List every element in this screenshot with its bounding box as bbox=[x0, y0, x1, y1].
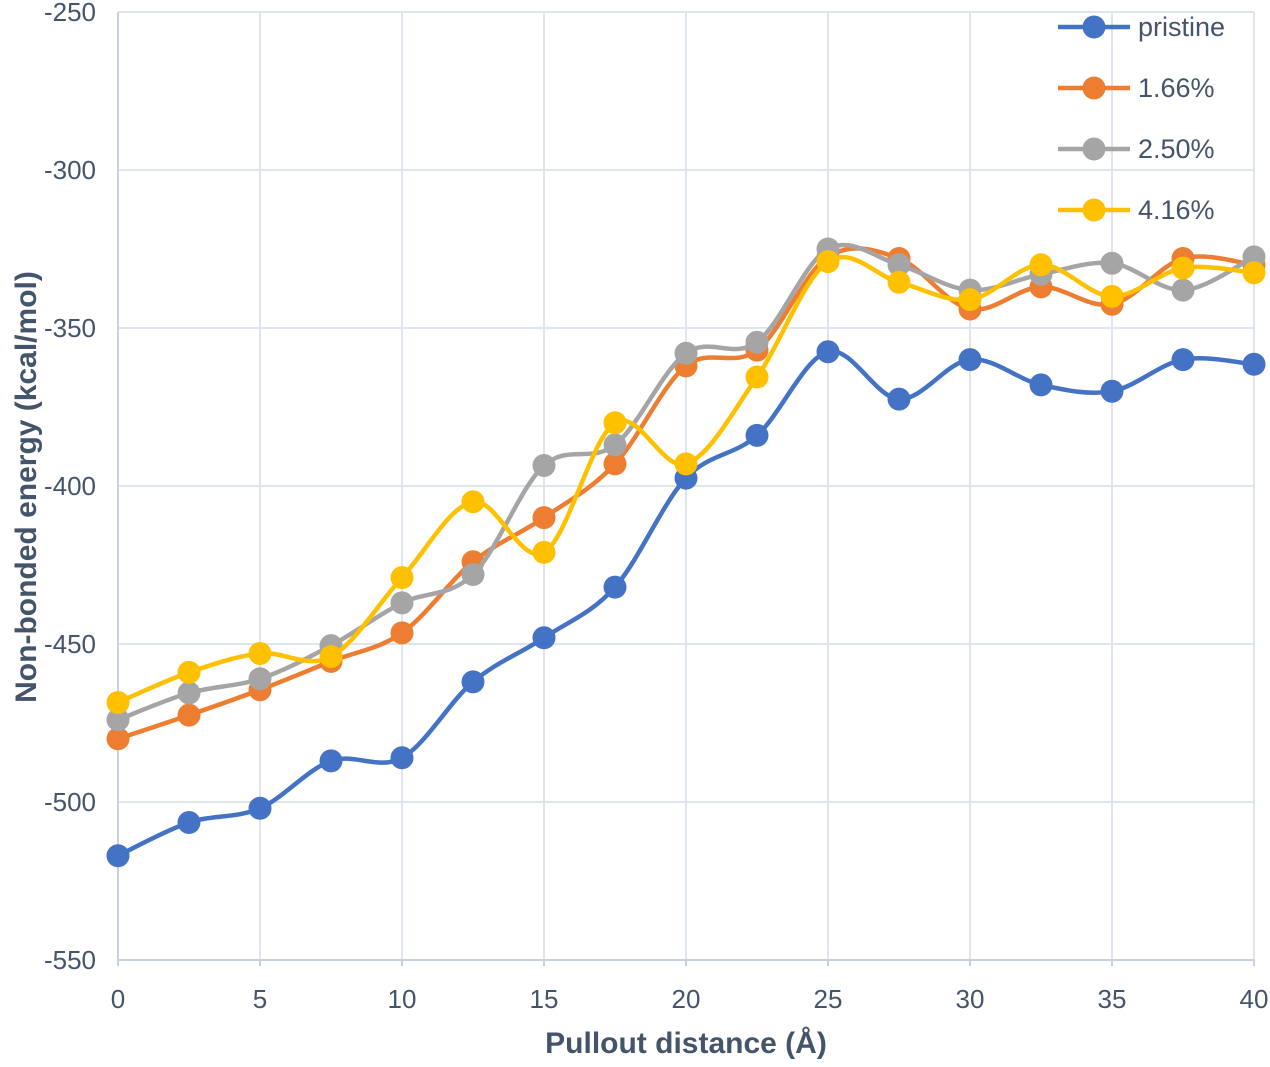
data-point-marker bbox=[177, 660, 201, 684]
data-point-marker bbox=[106, 844, 130, 868]
data-point-marker bbox=[106, 727, 130, 751]
legend: pristine 1.66% 2.50% 4.16% bbox=[1058, 12, 1225, 225]
data-point-marker bbox=[958, 348, 982, 372]
x-tick-label: 35 bbox=[1098, 984, 1127, 1014]
data-point-marker bbox=[1171, 348, 1195, 372]
data-point-marker bbox=[816, 250, 840, 274]
y-tick-label: -250 bbox=[44, 0, 96, 27]
legend-item-pristine: pristine bbox=[1058, 12, 1225, 42]
data-point-marker bbox=[1242, 245, 1266, 269]
legend-marker-icon bbox=[1082, 76, 1106, 100]
y-tick-label: -550 bbox=[44, 945, 96, 975]
data-point-marker bbox=[106, 691, 130, 714]
data-point-marker bbox=[532, 626, 556, 650]
data-point-marker bbox=[390, 591, 414, 615]
data-point-marker bbox=[1171, 256, 1195, 280]
x-tick-label: 15 bbox=[530, 984, 559, 1014]
data-point-marker bbox=[1242, 261, 1266, 285]
tick-labels: -250 -300 -350 -400 -450 -500 -550 0 5 10 15 20 25 30… bbox=[44, 0, 1269, 1014]
data-point-marker bbox=[958, 288, 982, 312]
legend-item-1.66%: 1.66% bbox=[1058, 73, 1215, 103]
y-tick-label: -400 bbox=[44, 471, 96, 501]
data-point-marker bbox=[248, 642, 272, 665]
data-point-marker bbox=[1100, 379, 1124, 403]
data-point-marker bbox=[816, 340, 840, 364]
data-point-marker bbox=[1029, 373, 1053, 397]
data-point-marker bbox=[532, 506, 556, 530]
data-point-marker bbox=[248, 667, 272, 691]
data-point-marker bbox=[106, 708, 130, 732]
y-tick-label: -450 bbox=[44, 629, 96, 659]
data-point-marker bbox=[248, 796, 272, 820]
data-point-marker bbox=[1171, 278, 1195, 302]
legend-marker-icon bbox=[1082, 15, 1106, 39]
legend-label: 4.16% bbox=[1138, 195, 1215, 225]
data-point-marker bbox=[603, 452, 627, 476]
data-point-marker bbox=[532, 454, 556, 477]
legend-label: 2.50% bbox=[1138, 134, 1215, 164]
data-point-marker bbox=[1100, 284, 1124, 308]
data-point-marker bbox=[887, 387, 911, 411]
data-point-marker bbox=[603, 411, 627, 435]
x-tick-label: 40 bbox=[1240, 984, 1269, 1014]
data-point-marker bbox=[603, 433, 627, 457]
data-point-marker bbox=[177, 811, 201, 834]
data-point-marker bbox=[887, 253, 911, 277]
x-tick-label: 25 bbox=[814, 984, 843, 1014]
series-pristine bbox=[106, 340, 1266, 868]
data-point-marker bbox=[674, 341, 698, 365]
series-4.16% bbox=[106, 250, 1266, 714]
data-point-marker bbox=[745, 330, 769, 354]
data-point-marker bbox=[177, 703, 201, 727]
data-point-marker bbox=[177, 681, 201, 705]
series-group bbox=[106, 237, 1266, 868]
data-point-marker bbox=[1242, 352, 1266, 376]
data-point-marker bbox=[319, 645, 343, 669]
data-point-marker bbox=[461, 563, 485, 586]
data-point-marker bbox=[390, 621, 414, 645]
x-axis-title: Pullout distance (Å) bbox=[545, 1027, 827, 1060]
y-tick-label: -500 bbox=[44, 787, 96, 817]
data-point-marker bbox=[603, 575, 627, 599]
x-tick-label: 20 bbox=[672, 984, 701, 1014]
y-tick-label: -300 bbox=[44, 155, 96, 185]
y-axis-title: Non-bonded energy (kcal/mol) bbox=[10, 271, 43, 703]
data-point-marker bbox=[1100, 251, 1124, 275]
data-point-marker bbox=[887, 270, 911, 294]
data-point-marker bbox=[1029, 253, 1053, 277]
data-point-marker bbox=[390, 566, 414, 590]
x-tick-label: 5 bbox=[253, 984, 267, 1014]
x-tick-label: 30 bbox=[956, 984, 985, 1014]
legend-marker-icon bbox=[1082, 198, 1106, 222]
legend-item-4.16%: 4.16% bbox=[1058, 195, 1215, 225]
data-point-marker bbox=[674, 452, 698, 476]
x-tick-label: 10 bbox=[388, 984, 417, 1014]
data-point-marker bbox=[532, 540, 556, 564]
legend-item-2.50%: 2.50% bbox=[1058, 134, 1215, 164]
data-point-marker bbox=[390, 746, 414, 770]
legend-label: pristine bbox=[1138, 12, 1225, 42]
gridlines bbox=[117, 11, 1255, 961]
data-point-marker bbox=[319, 749, 343, 773]
data-point-marker bbox=[745, 365, 769, 389]
data-point-marker bbox=[461, 670, 485, 694]
data-point-marker bbox=[461, 490, 485, 514]
y-tick-label: -350 bbox=[44, 313, 96, 343]
x-tick-label: 0 bbox=[111, 984, 125, 1014]
data-point-marker bbox=[745, 423, 769, 447]
legend-label: 1.66% bbox=[1138, 73, 1215, 103]
axes bbox=[117, 12, 1255, 966]
legend-marker-icon bbox=[1082, 137, 1106, 161]
